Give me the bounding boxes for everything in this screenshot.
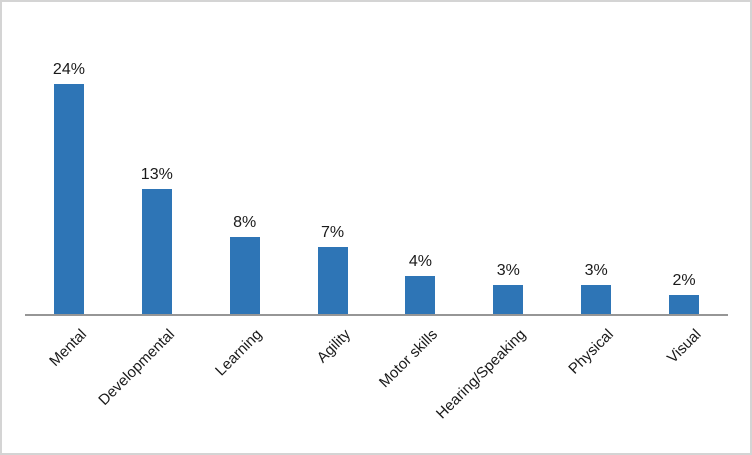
category-label: Developmental [95, 326, 178, 409]
bar-physical [581, 285, 612, 314]
category-label: Mental [46, 326, 90, 370]
bar-value-label: 2% [672, 271, 696, 289]
bar-hearing-speaking [493, 285, 524, 314]
bar-value-label: 13% [140, 166, 173, 184]
bar-motor-skills [405, 275, 436, 314]
category-label: Agility [313, 326, 354, 367]
bar-value-label: 4% [408, 252, 432, 270]
bar-learning [229, 237, 260, 314]
bar-slot-hearing-speaking: 3% [464, 2, 552, 314]
category-label: Motor skills [376, 326, 442, 392]
category-label: Learning [212, 326, 266, 380]
bar-agility [317, 246, 348, 314]
bar-slot-visual: 2% [640, 2, 728, 314]
bar-value-label: 24% [52, 60, 85, 78]
bar-slot-agility: 7% [289, 2, 377, 314]
bar-slot-developmental: 13% [113, 2, 201, 314]
category-label: Visual [664, 326, 706, 367]
bar-slot-learning: 8% [201, 2, 289, 314]
bar-visual [669, 294, 700, 314]
bar-value-label: 7% [321, 223, 345, 241]
bar-value-label: 3% [584, 262, 608, 280]
bar-slot-physical: 3% [552, 2, 640, 314]
x-axis-line [25, 314, 728, 316]
bar-value-label: 3% [496, 262, 520, 280]
bar-mental [53, 83, 84, 314]
bar-developmental [141, 189, 172, 314]
bar-slot-motor-skills: 4% [377, 2, 465, 314]
category-label: Physical [565, 326, 618, 378]
category-label: Hearing/Speaking [432, 326, 530, 423]
bar-slot-mental: 24% [25, 2, 113, 314]
bar-value-label: 8% [233, 214, 257, 232]
